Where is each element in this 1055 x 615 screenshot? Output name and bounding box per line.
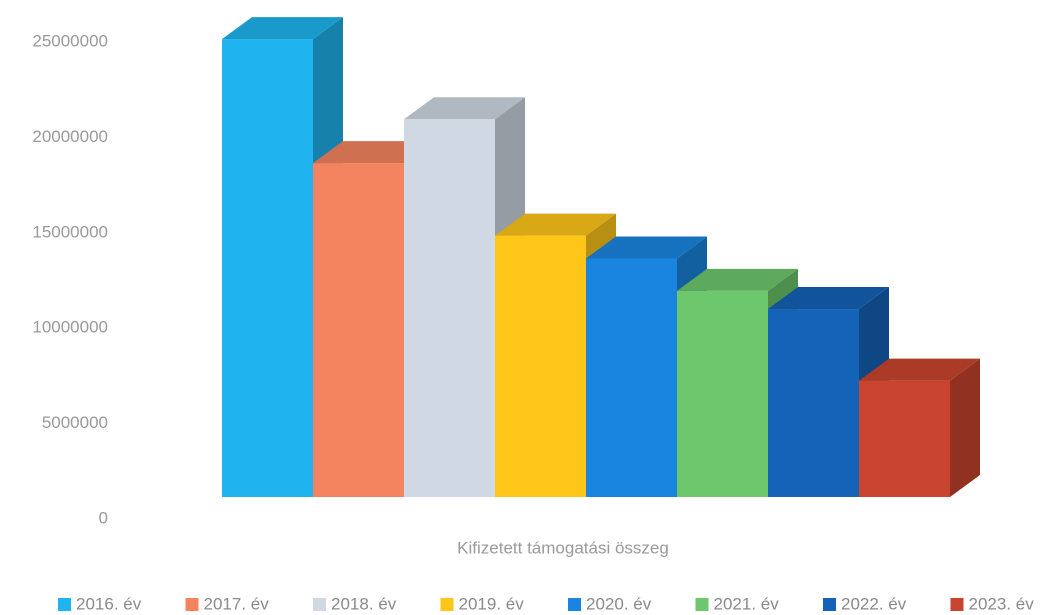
legend-swatch — [695, 598, 709, 611]
bar — [677, 290, 768, 497]
legend-swatch — [823, 598, 836, 611]
legend-label: 2017. év — [204, 594, 270, 613]
bar-top — [859, 358, 980, 381]
bar-top — [768, 287, 889, 310]
legend-label: 2023. év — [969, 594, 1035, 613]
bar-side — [950, 358, 980, 497]
x-tick-label: Kifizetett támogatási összeg — [457, 538, 669, 557]
legend-swatch — [185, 598, 199, 611]
y-tick-label: 0 — [99, 508, 108, 527]
y-tick-label: 15000000 — [32, 222, 108, 241]
bar — [404, 119, 495, 497]
y-tick-label: 5000000 — [42, 413, 108, 432]
legend-swatch — [440, 598, 454, 611]
y-tick-label: 20000000 — [32, 127, 108, 146]
bar-top — [313, 141, 434, 164]
bar — [768, 309, 859, 497]
legend-label: 2022. év — [841, 594, 907, 613]
legend-swatch — [313, 598, 326, 611]
bar-top — [222, 17, 343, 40]
bar — [859, 380, 950, 497]
bar — [495, 235, 586, 497]
legend-label: 2018. év — [331, 594, 397, 613]
legend-label: 2020. év — [586, 594, 652, 613]
legend-swatch — [950, 598, 964, 611]
legend-label: 2019. év — [459, 594, 525, 613]
legend-label: 2016. év — [76, 594, 142, 613]
legend-label: 2021. év — [714, 594, 780, 613]
bar-top — [404, 97, 525, 120]
legend-swatch — [568, 598, 581, 611]
bar-top — [677, 268, 798, 291]
bar-top — [495, 213, 616, 236]
y-tick-label: 10000000 — [32, 318, 108, 337]
bar — [586, 258, 677, 497]
bar-top — [586, 236, 707, 259]
y-tick-label: 25000000 — [32, 31, 108, 50]
bar — [222, 39, 313, 497]
bar — [313, 163, 404, 497]
legend-swatch — [58, 598, 71, 611]
